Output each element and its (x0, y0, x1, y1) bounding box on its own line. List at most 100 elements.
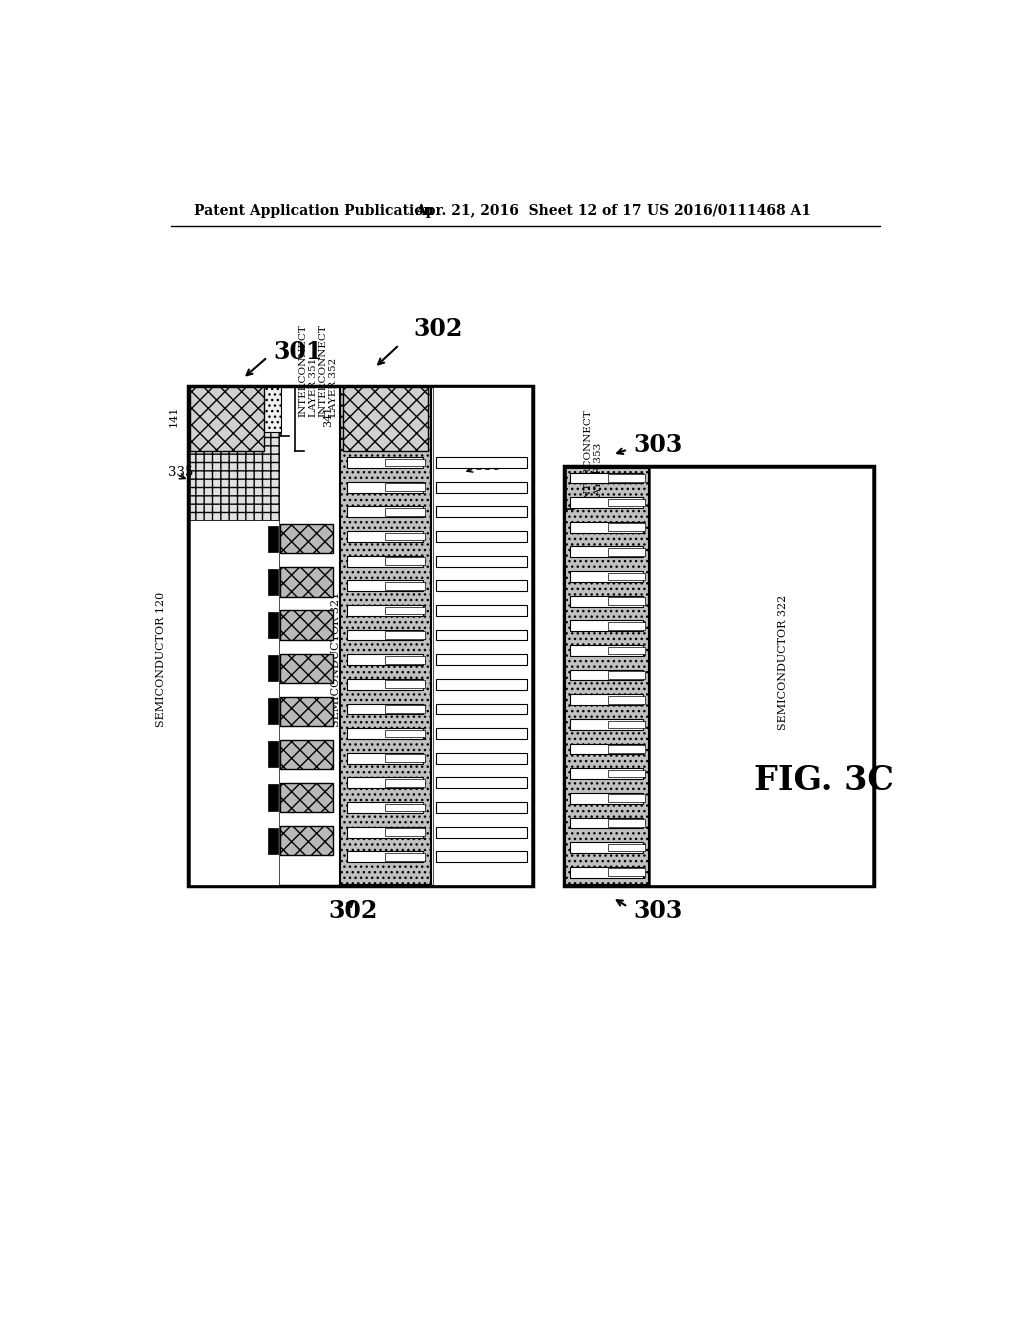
Polygon shape (607, 573, 645, 581)
Polygon shape (385, 779, 425, 787)
Polygon shape (267, 698, 279, 725)
Polygon shape (569, 842, 643, 853)
Polygon shape (280, 783, 333, 812)
Polygon shape (607, 598, 645, 605)
Polygon shape (385, 804, 425, 812)
Text: INTERCONNECT
LAYER 352: INTERCONNECT LAYER 352 (318, 323, 338, 417)
Polygon shape (190, 387, 263, 451)
Polygon shape (340, 387, 431, 884)
Polygon shape (267, 525, 279, 552)
Polygon shape (385, 631, 425, 639)
Polygon shape (188, 385, 532, 886)
Polygon shape (280, 826, 333, 855)
Text: 341: 341 (324, 405, 333, 428)
Polygon shape (607, 671, 645, 678)
Polygon shape (569, 498, 643, 508)
Text: SEMICONDUCTOR 120: SEMICONDUCTOR 120 (156, 591, 166, 726)
Polygon shape (569, 521, 643, 533)
Polygon shape (569, 768, 643, 779)
Polygon shape (436, 581, 527, 591)
Polygon shape (569, 572, 643, 582)
Polygon shape (565, 469, 649, 884)
Polygon shape (385, 705, 425, 713)
Polygon shape (347, 729, 423, 739)
Polygon shape (190, 387, 281, 432)
Polygon shape (385, 829, 425, 836)
Text: Patent Application Publication: Patent Application Publication (194, 203, 433, 218)
Polygon shape (436, 851, 527, 862)
Text: INTERCONNECT
LAYER 351: INTERCONNECT LAYER 351 (298, 323, 317, 417)
Polygon shape (347, 704, 423, 714)
Polygon shape (607, 818, 645, 826)
Polygon shape (347, 752, 423, 763)
Polygon shape (347, 581, 423, 591)
Polygon shape (190, 387, 280, 520)
Polygon shape (436, 752, 527, 763)
Polygon shape (607, 721, 645, 729)
Polygon shape (347, 803, 423, 813)
Polygon shape (280, 697, 333, 726)
Polygon shape (436, 457, 527, 469)
Polygon shape (347, 826, 423, 838)
Polygon shape (436, 678, 527, 689)
Polygon shape (569, 620, 643, 631)
Text: 303: 303 (633, 899, 683, 924)
Polygon shape (280, 653, 333, 682)
Polygon shape (569, 595, 643, 607)
Text: 302: 302 (414, 317, 463, 342)
Polygon shape (267, 784, 279, 810)
Polygon shape (385, 681, 425, 688)
Polygon shape (436, 655, 527, 665)
Polygon shape (607, 843, 645, 851)
Polygon shape (385, 853, 425, 861)
Text: 301: 301 (273, 341, 323, 364)
Polygon shape (280, 610, 333, 640)
Polygon shape (267, 569, 279, 595)
Polygon shape (267, 655, 279, 681)
Polygon shape (280, 568, 333, 597)
Text: 303: 303 (633, 433, 683, 457)
Polygon shape (347, 556, 423, 566)
Polygon shape (385, 533, 425, 540)
Polygon shape (607, 696, 645, 704)
Polygon shape (267, 742, 279, 767)
Polygon shape (267, 612, 279, 638)
Polygon shape (436, 729, 527, 739)
Polygon shape (385, 582, 425, 590)
Polygon shape (607, 647, 645, 655)
Polygon shape (190, 387, 280, 884)
Text: SEMICONDUCTOR 321: SEMICONDUCTOR 321 (331, 591, 341, 726)
Polygon shape (432, 387, 531, 884)
Text: 302: 302 (328, 899, 377, 924)
Text: SEMICONDUCTOR 322: SEMICONDUCTOR 322 (778, 595, 787, 730)
Polygon shape (385, 755, 425, 762)
Polygon shape (436, 630, 527, 640)
Polygon shape (385, 483, 425, 491)
Text: Apr. 21, 2016  Sheet 12 of 17: Apr. 21, 2016 Sheet 12 of 17 (415, 203, 641, 218)
Polygon shape (347, 531, 423, 543)
Polygon shape (436, 704, 527, 714)
Text: 336: 336 (475, 459, 501, 473)
Polygon shape (569, 694, 643, 705)
Polygon shape (569, 719, 643, 730)
Polygon shape (347, 655, 423, 665)
Polygon shape (385, 508, 425, 516)
Polygon shape (569, 669, 643, 681)
Polygon shape (347, 507, 423, 517)
Polygon shape (436, 777, 527, 788)
Polygon shape (347, 605, 423, 615)
Polygon shape (607, 548, 645, 556)
Polygon shape (607, 622, 645, 630)
Polygon shape (347, 457, 423, 469)
Polygon shape (436, 556, 527, 566)
Polygon shape (385, 730, 425, 738)
Polygon shape (650, 469, 872, 884)
Polygon shape (569, 645, 643, 656)
Polygon shape (607, 869, 645, 876)
Polygon shape (385, 557, 425, 565)
Polygon shape (343, 387, 428, 451)
Polygon shape (569, 867, 643, 878)
Polygon shape (385, 607, 425, 614)
Text: 335: 335 (168, 466, 194, 479)
Polygon shape (347, 482, 423, 492)
